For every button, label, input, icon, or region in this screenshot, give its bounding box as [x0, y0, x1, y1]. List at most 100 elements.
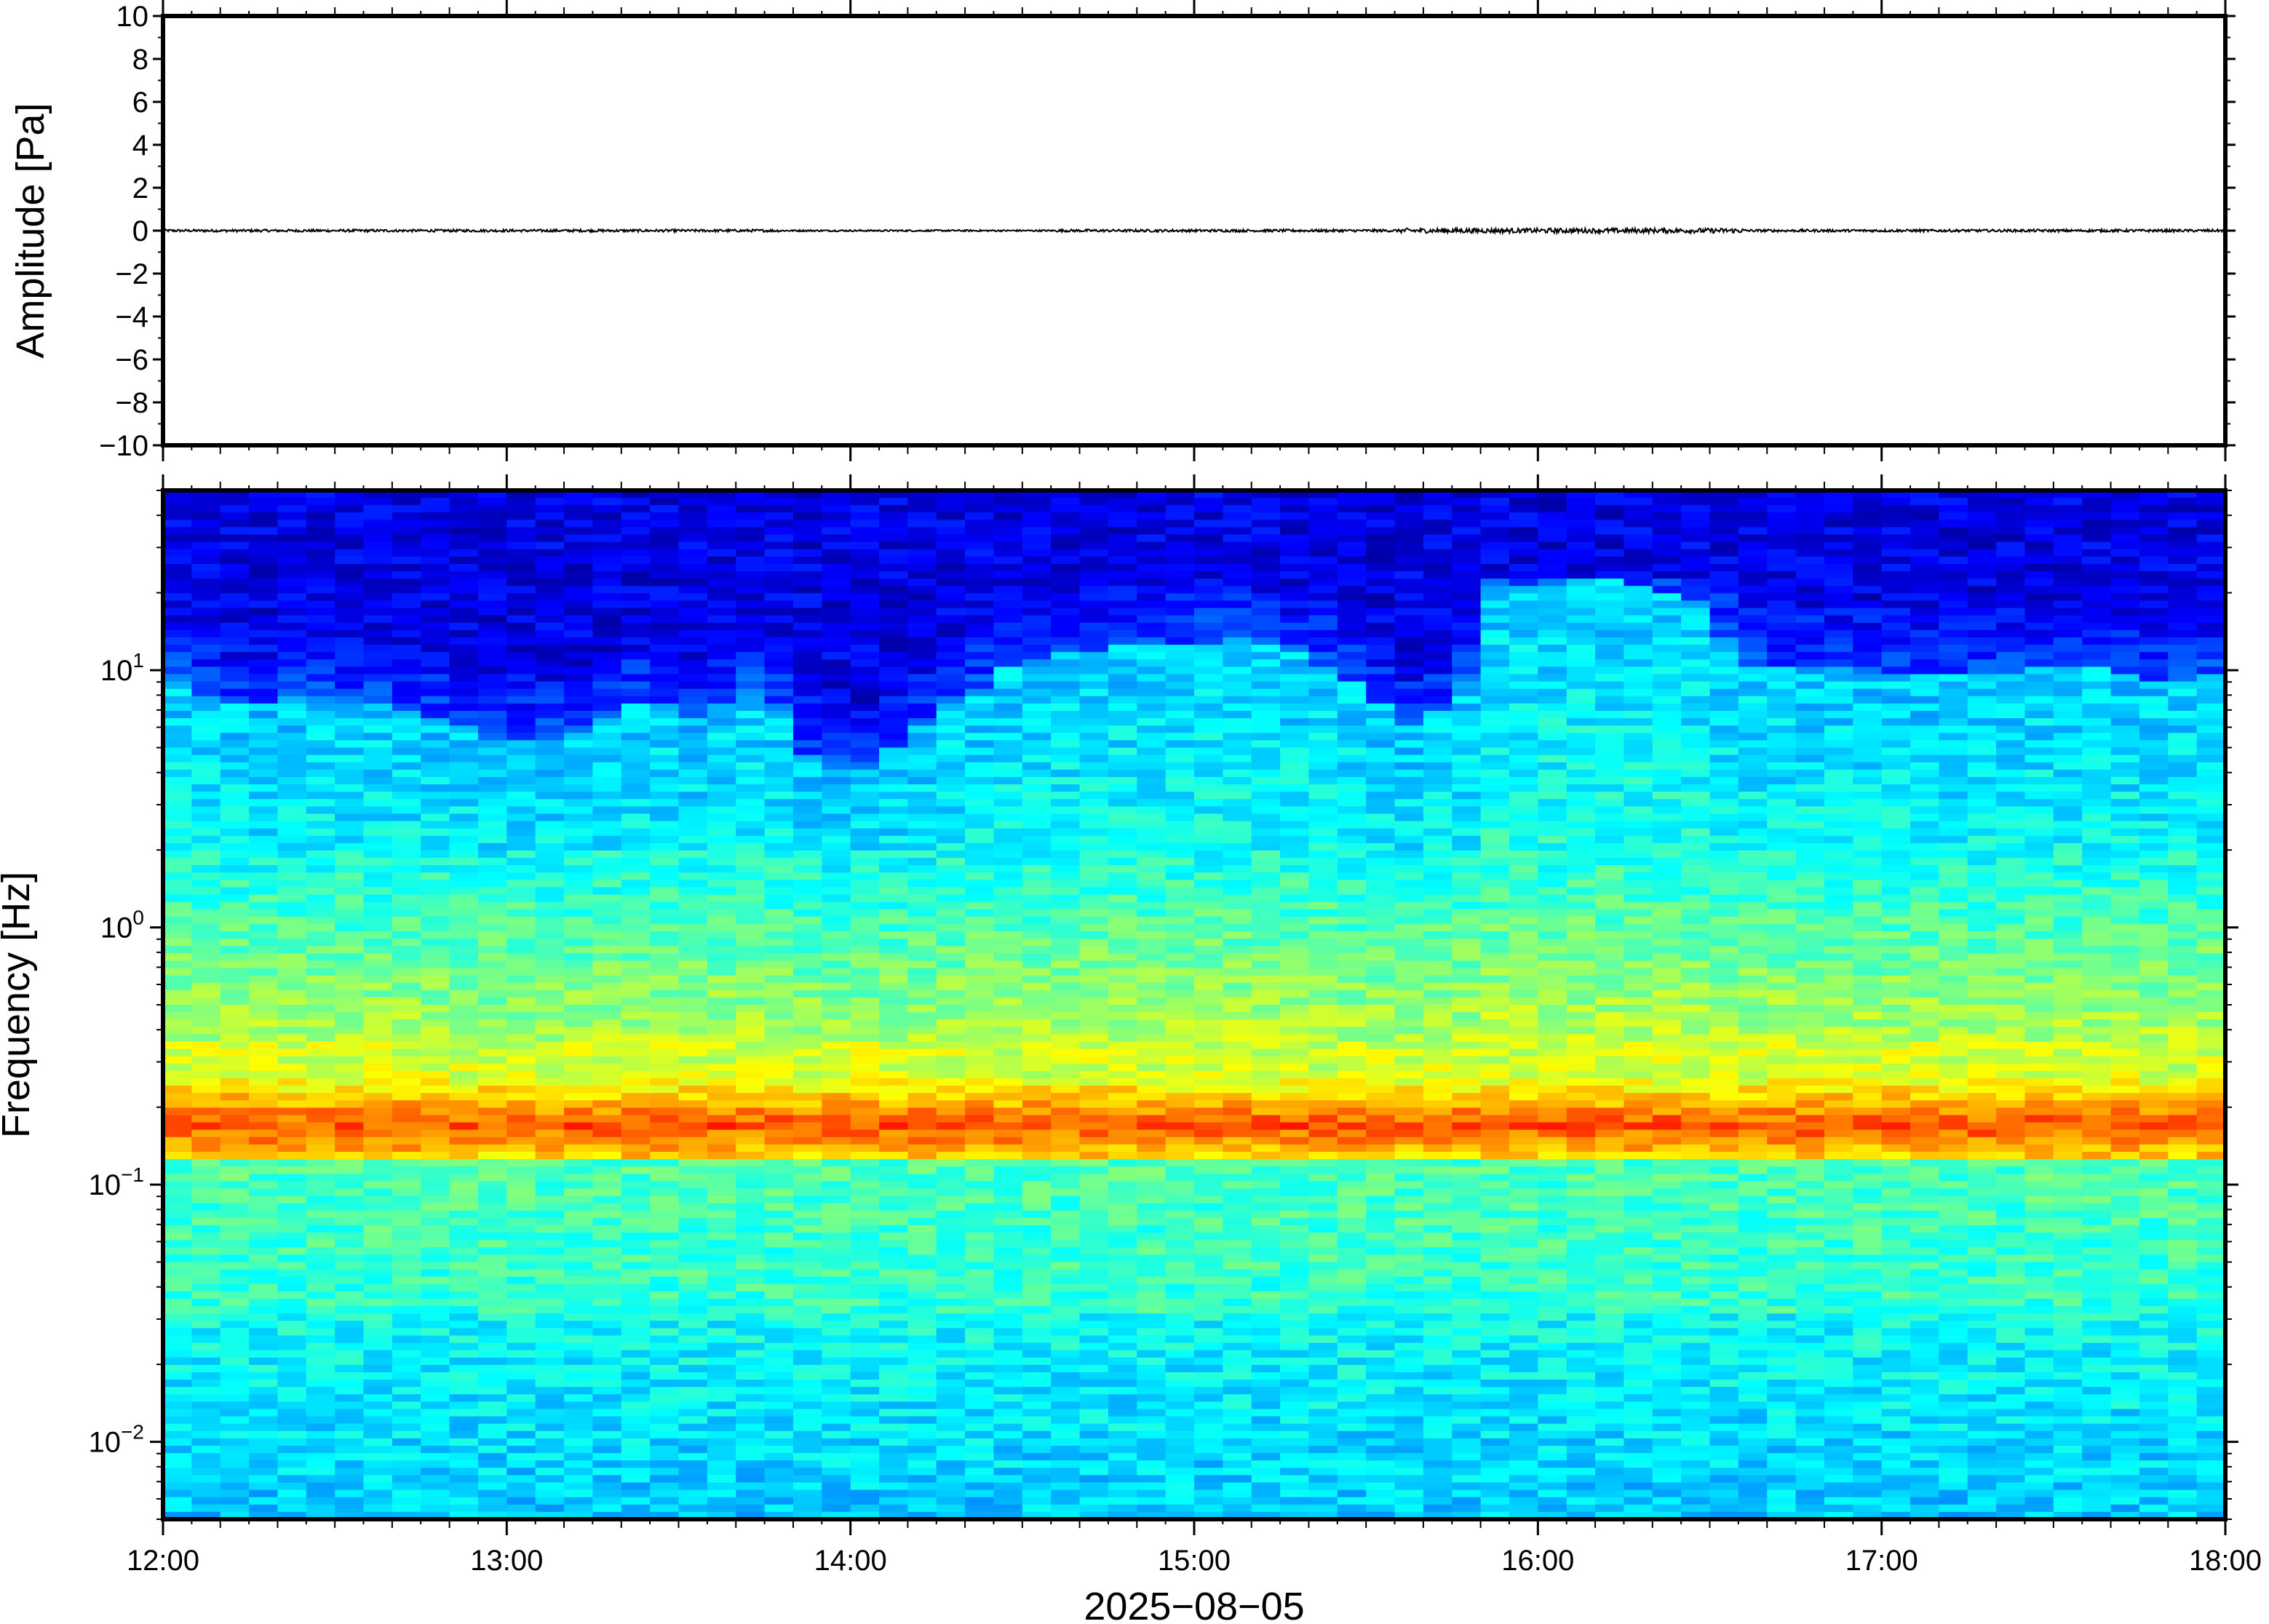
spectrogram-cell — [792, 637, 823, 645]
spectrogram-cell — [936, 776, 966, 785]
spectrogram-cell — [764, 608, 794, 616]
spectrogram-cell — [191, 556, 221, 565]
spectrogram-cell — [592, 1254, 622, 1263]
spectrogram-cell — [306, 1357, 335, 1366]
spectrogram-cell — [535, 901, 565, 910]
spectrogram-cell — [191, 666, 221, 675]
spectrogram-cell — [936, 1217, 966, 1226]
spectrogram-cell — [678, 593, 708, 602]
spectrogram-cell — [850, 688, 880, 697]
spectrogram-cell — [1051, 666, 1081, 675]
spectrogram-cell — [535, 923, 565, 932]
spectrogram-cell — [764, 1159, 794, 1167]
spectrogram-cell — [764, 1321, 794, 1329]
spectrogram-cell — [822, 505, 851, 514]
spectrogram-cell — [335, 1511, 365, 1519]
spectrogram-cell — [993, 520, 1023, 528]
spectrogram-cell — [907, 564, 937, 572]
spectrogram-cell — [220, 1409, 250, 1417]
spectrogram-cell — [879, 578, 909, 587]
spectrogram-cell — [392, 1504, 422, 1513]
spectrogram-cell — [1022, 1034, 1052, 1043]
spectrogram-cell — [335, 946, 365, 955]
spectrogram-cell — [936, 549, 966, 557]
spectrogram-cell — [1079, 1078, 1109, 1086]
spectrogram-cell — [363, 645, 393, 653]
spectrogram-cell — [392, 1254, 422, 1263]
spectrogram-cell — [965, 828, 995, 837]
spectrogram-cell — [506, 564, 536, 572]
spectrogram-cell — [191, 1225, 221, 1233]
spectrogram-cell — [764, 916, 794, 925]
spectrogram-cell — [822, 725, 851, 734]
spectrogram-cell — [191, 858, 221, 866]
spectrogram-cell — [163, 1056, 193, 1064]
spectrogram-cell — [163, 534, 193, 543]
spectrogram-cell — [191, 696, 221, 704]
spectrogram-cell — [879, 762, 909, 771]
spectrogram-cell — [936, 740, 966, 749]
spectrogram-cell — [792, 1511, 823, 1519]
spectrogram-cell — [277, 564, 307, 572]
spectrogram-cell — [792, 792, 823, 800]
spectrogram-cell — [1108, 747, 1138, 756]
spectrogram-cell — [965, 1093, 995, 1102]
spectrogram-cell — [621, 1152, 651, 1160]
spectrogram-cell — [564, 578, 594, 587]
spectrogram-cell — [1108, 512, 1138, 521]
spectrogram-cell — [277, 1475, 307, 1484]
spectrogram-cell — [792, 1283, 823, 1292]
spectrogram-cell — [392, 645, 422, 653]
spectrogram-cell — [163, 586, 193, 594]
spectrogram-cell — [306, 1041, 335, 1050]
spectrogram-cell — [822, 1342, 851, 1351]
amplitude-y-tick-label: −4 — [115, 301, 148, 333]
spectrogram-cell — [1079, 637, 1109, 645]
spectrogram-cell — [535, 520, 565, 528]
spectrogram-cell — [707, 901, 737, 910]
spectrogram-cell — [621, 806, 651, 815]
spectrogram-cell — [650, 1115, 680, 1123]
spectrogram-cell — [1108, 1225, 1138, 1233]
spectrogram-cell — [736, 1409, 766, 1417]
spectrogram-cell — [736, 659, 766, 668]
spectrogram-cell — [249, 1115, 279, 1123]
spectrogram-cell — [707, 865, 737, 873]
spectrogram-cell — [449, 1497, 479, 1505]
spectrogram-cell — [477, 835, 508, 844]
spectrogram-cell — [879, 1070, 909, 1079]
spectrogram-cell — [1079, 799, 1109, 808]
spectrogram-cell — [220, 556, 250, 565]
amplitude-y-tick-label: 6 — [132, 87, 148, 119]
spectrogram-cell — [191, 512, 221, 521]
spectrogram-cell — [822, 1430, 851, 1439]
spectrogram-cell — [1079, 1195, 1109, 1204]
spectrogram-cell — [621, 1299, 651, 1307]
spectrogram-cell — [650, 556, 680, 565]
spectrogram-cell — [822, 916, 851, 925]
spectrogram-cell — [535, 1460, 565, 1469]
spectrogram-cell — [1108, 762, 1138, 771]
spectrogram-cell — [1022, 608, 1052, 616]
spectrogram-cell — [736, 1233, 766, 1241]
spectrogram-cell — [1079, 505, 1109, 514]
spectrogram-cell — [707, 1335, 737, 1344]
spectrogram-cell — [879, 1005, 909, 1013]
spectrogram-cell — [392, 1460, 422, 1469]
spectrogram-cell — [822, 1247, 851, 1256]
spectrogram-cell — [306, 1497, 335, 1505]
spectrogram-cell — [764, 1409, 794, 1417]
spectrogram-cell — [822, 593, 851, 602]
spectrogram-cell — [249, 645, 279, 653]
spectrogram-cell — [936, 711, 966, 719]
spectrogram-cell — [1051, 960, 1081, 969]
spectrogram-cell — [421, 960, 450, 969]
spectrogram-cell — [392, 982, 422, 991]
spectrogram-cell — [1051, 1254, 1081, 1263]
spectrogram-cell — [535, 615, 565, 624]
spectrogram-cell — [1108, 534, 1138, 543]
spectrogram-cell — [335, 527, 365, 536]
spectrogram-cell — [1137, 534, 1167, 543]
spectrogram-cell — [621, 688, 651, 697]
